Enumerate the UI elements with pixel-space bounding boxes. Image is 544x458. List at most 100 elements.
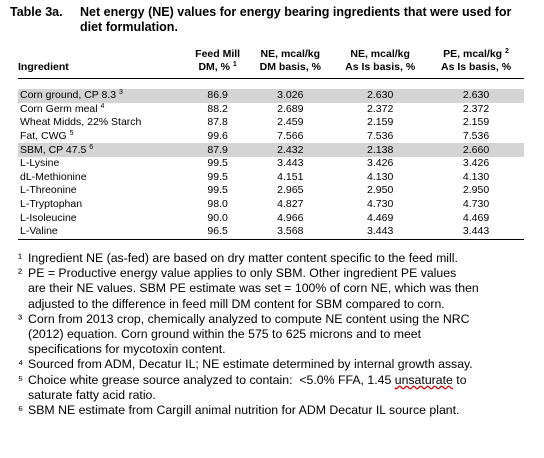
value-cell: 2.965 xyxy=(277,184,304,197)
ingredient-cell: Corn ground, CP 8.3 3 xyxy=(18,89,187,103)
value-cell: 3.568 xyxy=(248,224,333,240)
value-cell: 2.159 xyxy=(462,116,490,129)
footnote-ref: 5 xyxy=(69,130,74,138)
footnote-line: Corn from 2013 crop, chemically analyzed… xyxy=(28,312,470,327)
footnote-text: Corn from 2013 crop, chemically analyzed… xyxy=(28,311,470,326)
header-cell: PE, mcal/kg 2 As Is basis, % xyxy=(428,46,524,79)
value-cell: 4.469 xyxy=(462,211,490,224)
header-row: Ingredient Feed Mill DM, % 1 NE, mcal/kg DM … xyxy=(18,46,524,79)
ingredient-name: SBM, CP 47.5 xyxy=(20,143,87,156)
footnote-body: PE = Productive energy value applies to … xyxy=(28,266,479,312)
footnote-ref: 4 xyxy=(100,102,105,110)
table-row: L-Tryptophan 98.0 4.827 4.730 4.730 xyxy=(18,198,524,212)
footnote-line: adjusted to the difference in feed mill … xyxy=(28,297,479,312)
value-cell: 3.443 xyxy=(277,157,304,170)
value-cell: 90.0 xyxy=(207,211,228,224)
header-cell: Feed Mill DM, % 1 xyxy=(186,46,249,79)
spacer-cell xyxy=(18,79,187,90)
value-cell: 2.950 xyxy=(367,184,394,197)
table-row: L-Threonine 99.5 2.965 2.950 2.950 xyxy=(18,184,524,198)
footnote-text: to xyxy=(452,372,467,387)
value-cell: 4.151 xyxy=(277,170,304,183)
footnote: ¹ Ingredient NE (as-fed) are based on dry… xyxy=(18,251,538,266)
value-cell: 2.459 xyxy=(277,116,304,129)
header-text: Feed Mill xyxy=(195,48,241,60)
value-cell: 7.536 xyxy=(367,130,394,143)
footnote-marker: ⁵ xyxy=(18,372,24,387)
table-row: dL-Methionine 99.5 4.151 4.130 4.130 xyxy=(18,171,524,185)
value-cell: 2.432 xyxy=(248,143,333,157)
footnote-text: adjusted to the difference in feed mill … xyxy=(28,296,445,311)
footnote-body: Corn from 2013 crop, chemically analyzed… xyxy=(28,312,470,358)
value-cell: 99.5 xyxy=(207,184,228,197)
value-cell: 99.5 xyxy=(207,170,228,183)
value-cell: 2.630 xyxy=(428,89,524,103)
ingredient-cell: Corn Germ meal 4 xyxy=(18,103,187,117)
footnote-text: are their NE values. SBM PE estimate was… xyxy=(28,281,479,296)
value-cell: 87.9 xyxy=(186,143,249,157)
value-cell: 4.730 xyxy=(462,198,490,211)
value-cell: 87.8 xyxy=(207,116,228,129)
table: Ingredient Feed Mill DM, % 1 NE, mcal/kg DM … xyxy=(18,46,524,240)
ingredient-cell: L-Lysine xyxy=(18,157,187,171)
table-row: Fat, CWG 5 99.6 7.566 7.536 7.536 xyxy=(18,130,524,144)
header-text: As Is basis, % xyxy=(345,61,416,73)
footnote-line: (2012) equation. Corn ground within the … xyxy=(28,327,470,342)
value-cell: 3.443 xyxy=(428,224,524,240)
value-cell: 3.443 xyxy=(332,224,429,240)
value-cell: 7.536 xyxy=(462,130,490,143)
header-line: Ingredient xyxy=(18,61,187,74)
footnote-text: Ingredient NE (as-fed) are based on dry … xyxy=(28,251,458,265)
value-cell: 2.159 xyxy=(367,116,394,129)
value-cell: 99.5 xyxy=(207,157,228,170)
footnote-marker: ⁴ xyxy=(18,357,24,372)
footnote-body: SBM NE estimate from Cargill animal nutr… xyxy=(28,403,459,418)
footnote-body: Ingredient NE (as-fed) are based on dry … xyxy=(28,251,458,266)
header-line: Feed Mill xyxy=(187,48,249,61)
footnote: ⁴ Sourced from ADM, Decatur IL; NE estima… xyxy=(18,357,538,372)
footnote-text: Choice white grease source analyzed to c… xyxy=(28,372,395,387)
table-row: Corn Germ meal 4 88.2 2.689 2.372 2.372 xyxy=(18,103,524,117)
value-cell: 7.566 xyxy=(277,130,304,143)
value-cell: 4.966 xyxy=(277,211,304,224)
table-row: L-Isoleucine 90.0 4.966 4.469 4.469 xyxy=(18,211,524,225)
footnote-line: saturate fatty acid ratio. xyxy=(28,388,467,403)
value-cell: 4.130 xyxy=(367,170,394,183)
ingredient-cell: SBM, CP 47.5 6 xyxy=(18,143,187,157)
header-line: As Is basis, % xyxy=(428,61,524,74)
footnote-ref: 2 xyxy=(505,48,509,55)
footnote-body: Sourced from ADM, Decatur IL; NE estimat… xyxy=(28,357,473,372)
header-cell: NE, mcal/kg DM basis, % xyxy=(248,46,333,79)
value-cell: 2.660 xyxy=(428,143,524,157)
ingredient-name: L-Threonine xyxy=(20,184,77,197)
ingredient-name: Wheat Midds, 22% Starch xyxy=(20,116,142,129)
value-cell: 3.026 xyxy=(248,89,333,103)
footnote-line: specifications for mycotoxin content. xyxy=(28,342,470,357)
footnotes: ¹ Ingredient NE (as-fed) are based on dry… xyxy=(18,251,538,418)
ingredient-cell: dL-Methionine xyxy=(18,171,187,185)
ingredient-cell: L-Threonine xyxy=(18,184,187,198)
table-row: SBM, CP 47.5 6 87.9 2.432 2.138 2.660 xyxy=(18,143,524,157)
title: Table 3a. Net energy (NE) values for ene… xyxy=(10,5,530,35)
footnote-line: SBM NE estimate from Cargill animal nutr… xyxy=(28,403,459,418)
footnote-line: Choice white grease source analyzed to c… xyxy=(28,373,467,388)
spacer-cell xyxy=(428,79,524,90)
value-cell: 2.138 xyxy=(332,143,429,157)
header-text: PE, mcal/kg xyxy=(443,48,503,60)
footnote: ⁵ Choice white grease source analyzed to … xyxy=(18,373,538,403)
title-text: Net energy (NE) values for energy bearin… xyxy=(80,5,512,34)
value-cell: 2.689 xyxy=(277,102,304,115)
ingredient-name: L-Tryptophan xyxy=(20,198,83,211)
value-cell: 4.130 xyxy=(462,170,490,183)
footnote-marker: ³ xyxy=(18,311,23,326)
value-cell: 3.426 xyxy=(462,157,490,170)
header-cell: NE, mcal/kg As Is basis, % xyxy=(332,46,429,79)
footnote-marker: ² xyxy=(18,266,23,281)
spacer-cell xyxy=(187,79,249,90)
ingredient-cell: Wheat Midds, 22% Starch xyxy=(18,116,187,130)
value-cell: 96.5 xyxy=(186,224,249,240)
value-cell: 98.0 xyxy=(207,198,228,211)
spacer-row xyxy=(18,79,524,90)
value-cell: 99.6 xyxy=(207,130,228,143)
